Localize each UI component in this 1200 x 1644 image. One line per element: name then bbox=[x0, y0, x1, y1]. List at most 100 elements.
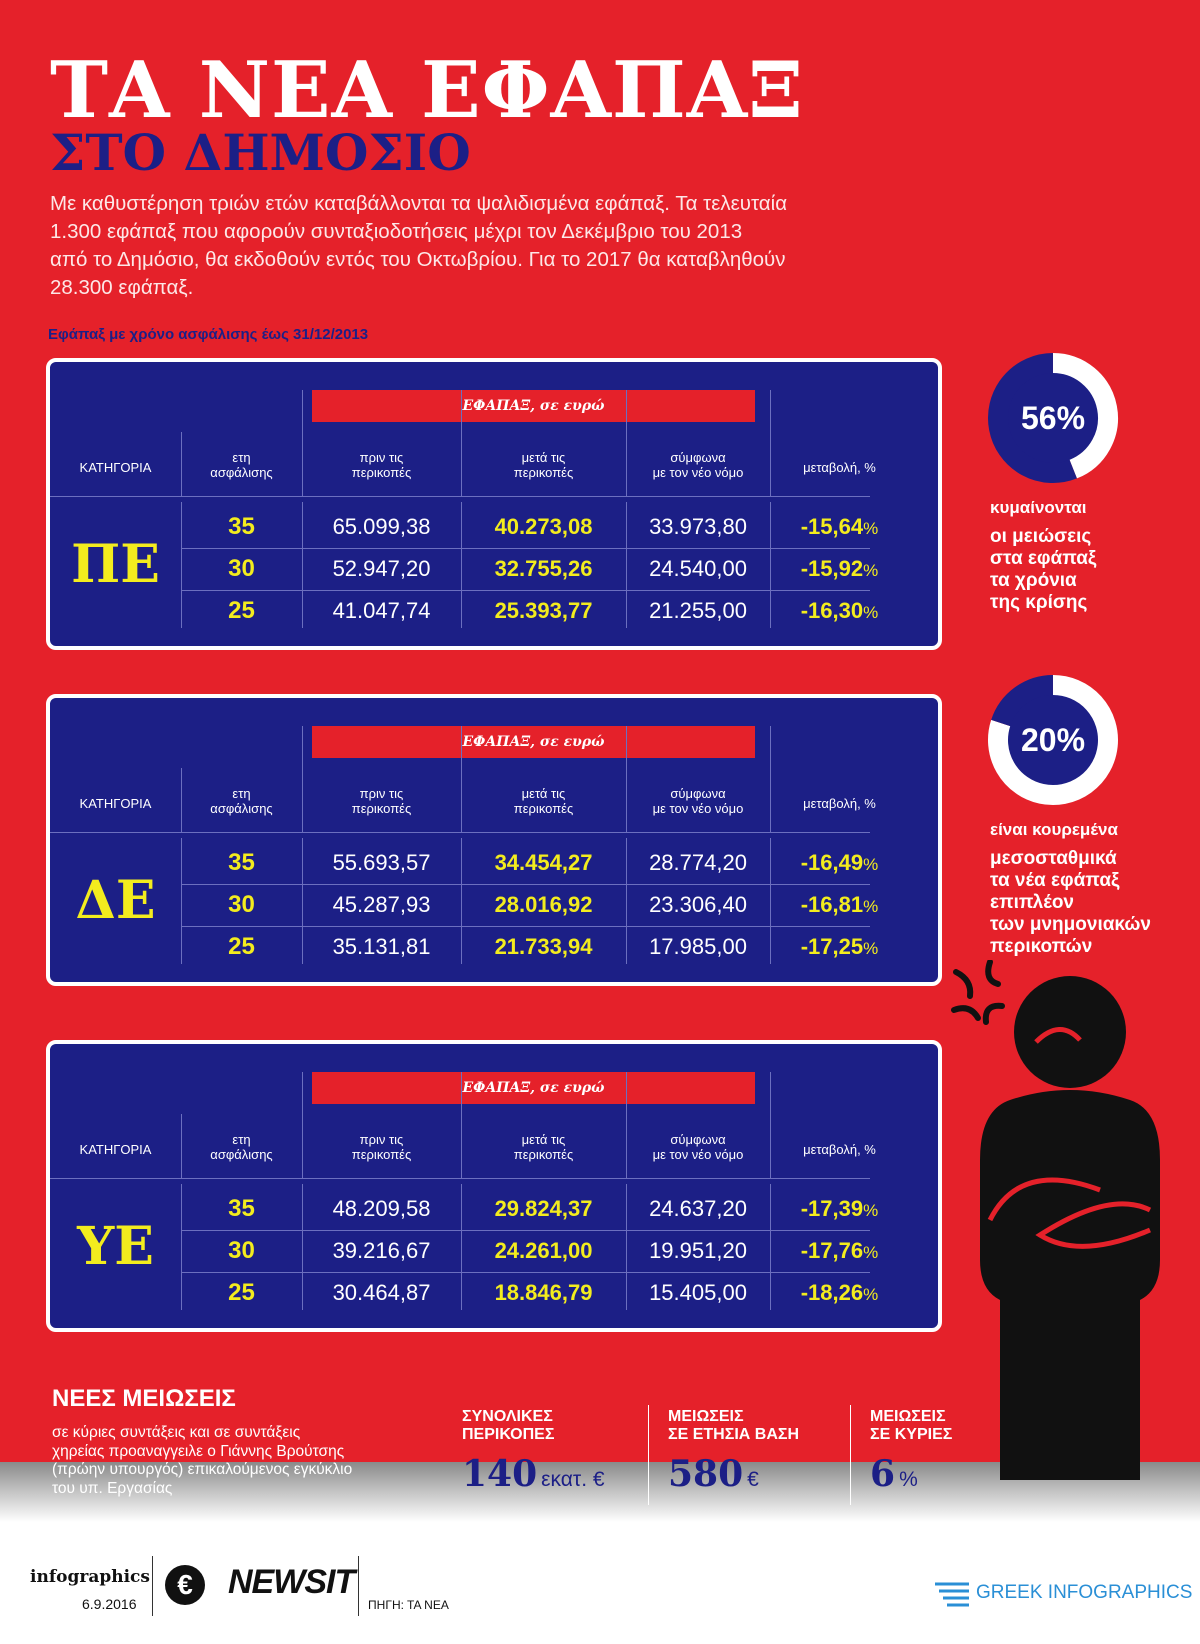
column-divider bbox=[302, 1072, 303, 1178]
donut-arc bbox=[991, 675, 1054, 727]
row-rule bbox=[181, 1230, 870, 1231]
cell: 25 bbox=[181, 596, 302, 626]
column-divider bbox=[770, 390, 771, 496]
site-logo: NEWSIT bbox=[228, 1563, 355, 1601]
cell: 17.985,00 bbox=[626, 932, 770, 962]
cell: 55.693,57 bbox=[302, 848, 461, 878]
stat-label: ΣΥΝΟΛΙΚΕΣ ΠΕΡΙΚΟΠΕΣ bbox=[462, 1408, 555, 1443]
cell-value: 40.273,08 bbox=[494, 514, 593, 539]
donut-center bbox=[1007, 694, 1099, 786]
column-divider bbox=[626, 1072, 627, 1178]
column-divider bbox=[181, 1114, 182, 1178]
cell-value: -17,25 bbox=[800, 934, 864, 959]
row-rule bbox=[181, 884, 870, 885]
cell: 45.287,93 bbox=[302, 890, 461, 920]
cell-value: 33.973,80 bbox=[649, 514, 747, 539]
cell-value: 30 bbox=[228, 1237, 255, 1264]
unit: % bbox=[863, 603, 879, 622]
row-rule bbox=[181, 926, 870, 927]
column-divider bbox=[181, 768, 182, 832]
cell: 32.755,26 bbox=[461, 554, 626, 584]
column-divider bbox=[626, 838, 627, 964]
unit: % bbox=[863, 855, 879, 874]
side-text: οι μειώσεις στα εφάπαξ τα χρόνια της κρί… bbox=[990, 526, 1097, 613]
cell: -17,25% bbox=[770, 932, 909, 964]
table-caption: Εφάπαξ με χρόνο ασφάλισης έως 31/12/2013 bbox=[48, 326, 369, 343]
header-rule bbox=[50, 496, 870, 497]
column-divider bbox=[302, 726, 303, 832]
column-header: μετά τις περικοπές bbox=[513, 450, 574, 480]
cell-value: 24.540,00 bbox=[649, 556, 747, 581]
crossed-arms bbox=[987, 1177, 1152, 1249]
cell: 39.216,67 bbox=[302, 1236, 461, 1266]
column-divider bbox=[461, 502, 462, 628]
cell: 35.131,81 bbox=[302, 932, 461, 962]
cell-value: 55.693,57 bbox=[332, 850, 431, 875]
table-panel: ΕΦΑΠΑΞ, σε ευρώ ΚΑΤΗΓΟΡΙΑ ετη ασφάλισης πρι… bbox=[46, 694, 942, 986]
column-header: μεταβολή, % bbox=[803, 460, 876, 475]
column-divider bbox=[302, 390, 303, 496]
stat-divider bbox=[648, 1405, 649, 1505]
logo-symbol: € bbox=[165, 1565, 205, 1605]
cell: 33.973,80 bbox=[626, 512, 770, 542]
cell-value: 30 bbox=[228, 555, 255, 582]
cell-value: 28.774,20 bbox=[649, 850, 747, 875]
cell: 24.637,20 bbox=[626, 1194, 770, 1224]
column-header: σύμφωνα με τον νέο νόμο bbox=[652, 450, 744, 480]
column-divider bbox=[181, 838, 182, 964]
cell-value: 35 bbox=[228, 513, 255, 540]
cell-value: 41.047,74 bbox=[332, 598, 431, 623]
cell: 34.454,27 bbox=[461, 848, 626, 878]
table-panel: ΕΦΑΠΑΞ, σε ευρώ ΚΑΤΗΓΟΡΙΑ ετη ασφάλισης πρι… bbox=[46, 358, 942, 650]
cell-value: -17,39 bbox=[800, 1196, 864, 1221]
stat-label: ΜΕΙΩΣΕΙΣ ΣΕ ΚΥΡΙΕΣ bbox=[870, 1408, 953, 1443]
column-header: σύμφωνα με τον νέο νόμο bbox=[652, 1132, 744, 1162]
column-header: ετη ασφάλισης bbox=[210, 450, 273, 480]
column-header: ετη ασφάλισης bbox=[210, 1132, 273, 1162]
cell-value: -16,30 bbox=[800, 598, 864, 623]
cell: -16,30% bbox=[770, 596, 909, 628]
cell-value: 39.216,67 bbox=[332, 1238, 431, 1263]
cell-value: 23.306,40 bbox=[649, 892, 747, 917]
group-header: ΕΦΑΠΑΞ, σε ευρώ bbox=[312, 1072, 755, 1104]
category: ΠΕ bbox=[71, 534, 160, 595]
cell-value: 15.405,00 bbox=[649, 1280, 747, 1305]
column-divider bbox=[461, 1072, 462, 1178]
column-divider bbox=[181, 502, 182, 628]
side-lead: κυμαίνονται bbox=[990, 498, 1087, 517]
cell-value: 45.287,93 bbox=[332, 892, 431, 917]
cell-value: 35 bbox=[228, 849, 255, 876]
column-divider bbox=[181, 432, 182, 496]
cell: -15,92% bbox=[770, 554, 909, 586]
mouth bbox=[1034, 1027, 1082, 1044]
summary-title: ΝΕΕΣ ΜΕΙΩΣΕΙΣ bbox=[52, 1385, 236, 1412]
cell: 30 bbox=[181, 890, 302, 920]
value: 580 bbox=[668, 1453, 744, 1495]
donut-center bbox=[1007, 372, 1099, 464]
divider bbox=[152, 1556, 153, 1616]
cell: -16,81% bbox=[770, 890, 909, 922]
unit: % bbox=[863, 897, 879, 916]
cell: -16,49% bbox=[770, 848, 909, 880]
cell-value: 25 bbox=[228, 933, 255, 960]
cell: -15,64% bbox=[770, 512, 909, 544]
row-rule bbox=[181, 590, 870, 591]
category: ΥΕ bbox=[77, 1216, 154, 1277]
cell: 52.947,20 bbox=[302, 554, 461, 584]
row-rule bbox=[181, 1272, 870, 1273]
column-header: μετά τις περικοπές bbox=[513, 786, 574, 816]
stat-divider bbox=[850, 1405, 851, 1505]
cell-value: 25.393,77 bbox=[494, 598, 593, 623]
cell: 65.099,38 bbox=[302, 512, 461, 542]
group-header: ΕΦΑΠΑΞ, σε ευρώ bbox=[312, 726, 755, 758]
cell-value: -16,81 bbox=[800, 892, 864, 917]
donut-label: 56% bbox=[1020, 400, 1086, 436]
cell-value: 24.637,20 bbox=[649, 1196, 747, 1221]
cell: 25 bbox=[181, 932, 302, 962]
unit: % bbox=[863, 519, 879, 538]
row-rule bbox=[181, 548, 870, 549]
cell-value: 35 bbox=[228, 1195, 255, 1222]
table-panel: ΕΦΑΠΑΞ, σε ευρώ ΚΑΤΗΓΟΡΙΑ ετη ασφάλισης πρι… bbox=[46, 1040, 942, 1332]
column-divider bbox=[770, 1184, 771, 1310]
